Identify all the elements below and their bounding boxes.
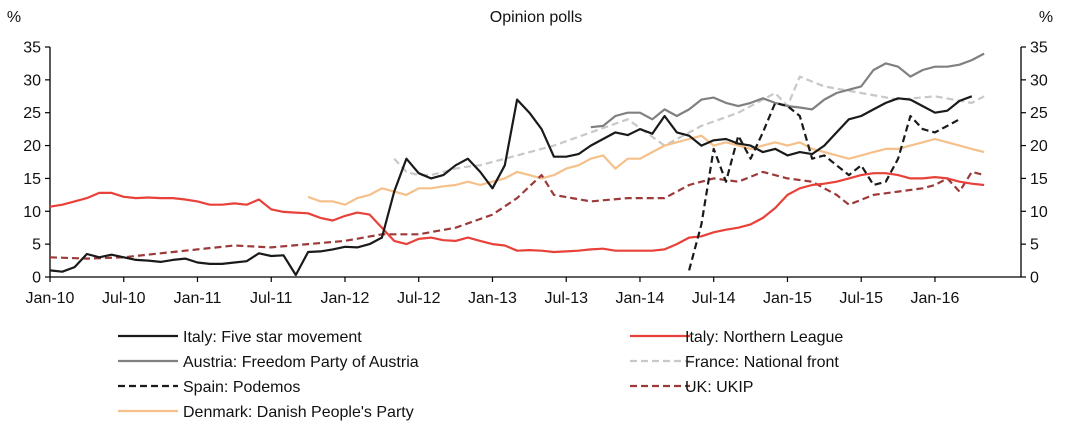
y-tick-label-right: 5: [1030, 237, 1039, 254]
legend-label-france-national-front: France: National front: [685, 354, 839, 371]
y-tick-label-left: 5: [32, 237, 41, 254]
x-tick-label: Jan-13: [468, 290, 517, 307]
y-tick-label-right: 30: [1030, 72, 1048, 89]
legend-label-austria-freedom-party-of-austria: Austria: Freedom Party of Austria: [183, 354, 419, 371]
x-tick-label: Jan-10: [26, 290, 75, 307]
y-tick-label-left: 30: [23, 72, 41, 89]
series-line-italy-five-star-movement: [49, 95, 973, 277]
x-ticks: Jan-10 Jul-10 Jan-11 Jul-11 Jan-12 Jul-12 Jan-…: [26, 277, 960, 307]
series-line-denmark-danish-people-s-party: [307, 134, 985, 206]
y-tick-label-right: 35: [1030, 40, 1048, 57]
left-axis-unit: %: [7, 9, 21, 26]
x-tick-label: Jul-11: [250, 290, 292, 307]
x-tick-label: Jul-12: [397, 290, 441, 307]
legend-label-spain-podemos: Spain: Podemos: [183, 379, 300, 396]
y-tick-label-left: 20: [23, 138, 41, 155]
plot-area: 0 0 5 5 10 10 15 15 20 20 25 25 30 30 35 35 Jan-10 Jul-1…: [23, 40, 1048, 308]
series-lines: [49, 52, 985, 277]
y-tick-label-right: 10: [1030, 204, 1048, 221]
y-tick-label-right: 20: [1030, 138, 1048, 155]
x-tick-label: Jul-10: [102, 290, 146, 307]
y-tick-label-left: 25: [23, 105, 41, 122]
legend-label-italy-five-star-movement: Italy: Five star movement: [183, 329, 362, 346]
x-tick-label: Jan-12: [321, 290, 370, 307]
x-tick-label: Jul-15: [839, 290, 883, 307]
legend-label-denmark-danish-people-s-party: Denmark: Danish People's Party: [183, 404, 414, 421]
x-tick-label: Jan-14: [616, 290, 665, 307]
series-line-uk-ukip: [49, 170, 985, 260]
x-tick-label: Jan-16: [911, 290, 960, 307]
legend-label-uk-ukip: UK: UKIP: [685, 379, 753, 396]
y-tick-label-right: 15: [1030, 171, 1048, 188]
y-tick-label-right: 25: [1030, 105, 1048, 122]
series-line-italy-northern-league: [49, 172, 985, 254]
x-tick-label: Jul-14: [692, 290, 736, 307]
y-tick-label-left: 35: [23, 40, 41, 57]
x-tick-label: Jan-11: [174, 290, 222, 307]
legend-label-italy-northern-league: Italy: Northern League: [685, 329, 843, 346]
y-tick-label-right: 0: [1030, 270, 1039, 287]
right-axis-unit: %: [1039, 9, 1053, 26]
y-tick-label-left: 10: [23, 204, 41, 221]
series-line-spain-podemos: [688, 101, 961, 271]
y-ticks: 0 0 5 5 10 10 15 15 20 20 25 25 30 30 35 35: [23, 40, 1048, 287]
chart-title: Opinion polls: [490, 9, 583, 26]
x-tick-label: Jul-13: [544, 290, 588, 307]
y-tick-label-left: 15: [23, 171, 41, 188]
series-line-france-national-front: [393, 75, 985, 177]
legend: Italy: Five star movement Italy: Northern…: [118, 329, 843, 421]
series-line-austria-freedom-party-of-austria: [590, 52, 985, 129]
x-tick-label: Jan-15: [763, 290, 812, 307]
y-tick-label-left: 0: [32, 270, 41, 287]
